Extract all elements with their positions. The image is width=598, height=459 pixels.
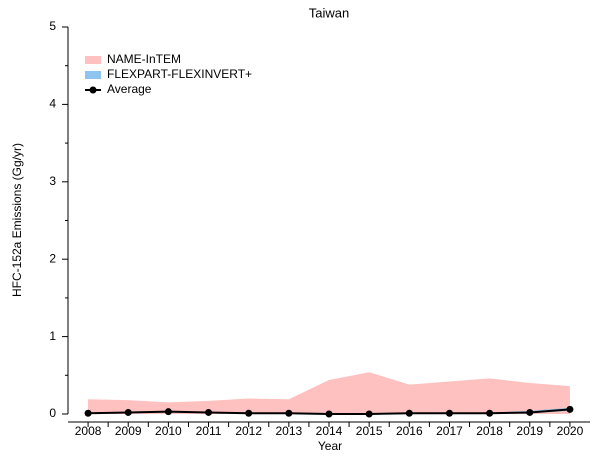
x-tick-label: 2015 (356, 424, 383, 438)
legend-swatch (85, 56, 101, 64)
legend-label: NAME-InTEM (107, 52, 181, 66)
average-point (124, 408, 132, 416)
x-tick-label: 2014 (316, 424, 343, 438)
average-point (285, 409, 293, 417)
average-point (486, 409, 494, 417)
average-point (164, 408, 172, 416)
x-tick-label: 2009 (115, 424, 142, 438)
average-point (205, 408, 213, 416)
legend-swatch (85, 71, 101, 79)
x-tick-label: 2018 (476, 424, 503, 438)
average-point (245, 409, 253, 417)
x-axis-label: Year (318, 439, 342, 453)
x-tick-label: 2016 (396, 424, 423, 438)
average-point (84, 409, 92, 417)
average-point (365, 410, 373, 418)
y-tick-label: 1 (49, 329, 56, 343)
average-point (325, 410, 333, 418)
y-tick-label: 5 (49, 19, 56, 33)
average-point (566, 405, 574, 413)
x-tick-label: 2008 (75, 424, 102, 438)
x-tick-label: 2013 (275, 424, 302, 438)
average-point (405, 409, 413, 417)
y-axis-label: HFC-152a Emissions (Gg/yr) (10, 143, 24, 297)
legend-label: Average (107, 82, 152, 96)
average-point (526, 408, 534, 416)
x-tick-label: 2010 (155, 424, 182, 438)
x-tick-label: 2017 (436, 424, 463, 438)
y-tick-label: 0 (49, 406, 56, 420)
y-tick-label: 2 (49, 251, 56, 265)
x-tick-label: 2011 (196, 424, 222, 438)
legend-dot (89, 86, 97, 94)
chart-title: Taiwan (309, 5, 349, 20)
x-tick-label: 2020 (557, 424, 584, 438)
y-tick-label: 4 (49, 97, 56, 111)
x-tick-label: 2019 (516, 424, 543, 438)
x-tick-label: 2012 (235, 424, 262, 438)
legend-label: FLEXPART-FLEXINVERT+ (107, 67, 252, 81)
band-area (88, 372, 570, 414)
average-point (445, 409, 453, 417)
y-tick-label: 3 (49, 174, 56, 188)
